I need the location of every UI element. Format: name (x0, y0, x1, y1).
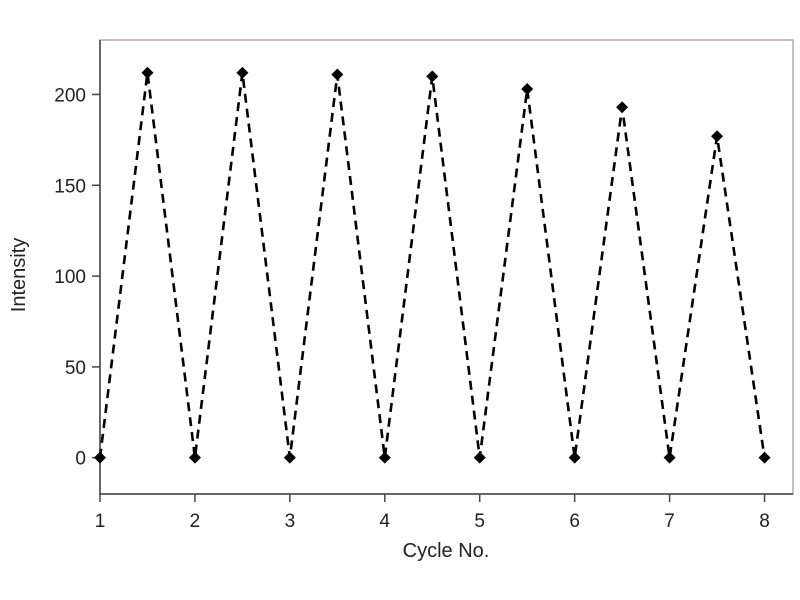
x-axis-title: Cycle No. (403, 540, 490, 562)
x-tick-label-5: 6 (569, 511, 580, 532)
data-point-11 (616, 101, 629, 114)
data-point-5 (331, 68, 344, 81)
x-tick-label-6: 7 (664, 511, 675, 532)
data-point-2 (188, 451, 201, 464)
plot-area (99, 39, 794, 495)
series-layer (94, 66, 771, 464)
x-tick-label-1: 2 (190, 511, 201, 532)
x-tick-label-3: 4 (380, 511, 391, 532)
data-point-1 (141, 66, 154, 79)
x-tick-label-0: 1 (95, 511, 106, 532)
x-axis-ticks: 1 2 3 4 5 6 7 8 (95, 494, 770, 532)
data-point-8 (473, 451, 486, 464)
y-tick-label-0: 0 (75, 449, 86, 470)
y-tick-label-4: 200 (54, 85, 86, 106)
data-point-0 (94, 451, 106, 464)
data-point-9 (521, 83, 534, 96)
x-tick-label-7: 8 (759, 511, 770, 532)
y-tick-label-2: 100 (54, 267, 86, 288)
data-point-14 (758, 451, 771, 464)
y-tick-label-1: 50 (65, 358, 86, 379)
y-axis-title: Intensity (8, 238, 30, 312)
x-tick-label-2: 3 (285, 511, 296, 532)
y-tick-label-3: 150 (54, 176, 86, 197)
data-point-10 (568, 451, 581, 464)
data-point-13 (711, 130, 724, 143)
y-axis-ticks: 0 50 100 150 200 (54, 85, 100, 470)
data-point-7 (426, 70, 439, 83)
x-tick-label-4: 5 (474, 511, 485, 532)
data-point-6 (378, 451, 391, 464)
data-point-4 (283, 451, 296, 464)
data-point-3 (236, 66, 249, 79)
data-point-12 (663, 451, 676, 464)
